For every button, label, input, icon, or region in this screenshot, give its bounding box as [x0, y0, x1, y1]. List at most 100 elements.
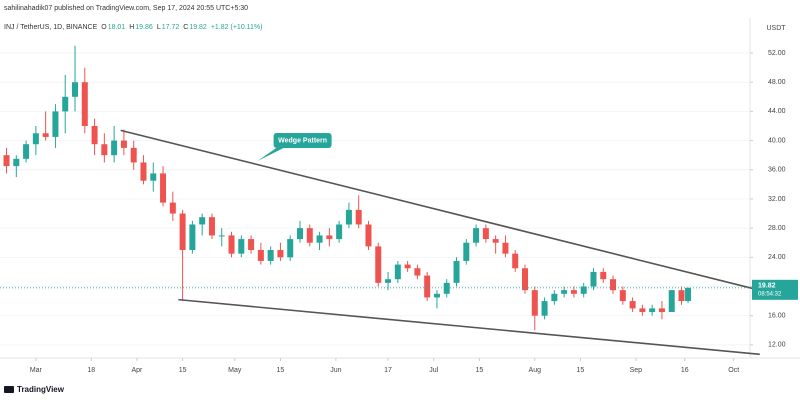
candle-body: [62, 96, 69, 112]
candle-body: [580, 286, 587, 294]
trendline: [178, 298, 760, 356]
candle-body: [443, 282, 450, 294]
y-tick-label: 12.00: [768, 342, 786, 349]
candle-body: [385, 279, 392, 283]
x-tick-label: Aug: [529, 367, 542, 374]
candle-body: [257, 250, 264, 261]
candle-body: [522, 268, 528, 291]
x-tick-label: Mar: [30, 367, 43, 374]
callout-text: Wedge Pattern: [278, 137, 327, 144]
candle-body: [140, 162, 147, 181]
candle-body: [463, 242, 470, 261]
candle-body: [649, 308, 656, 313]
y-tick-label: 24.00: [768, 254, 786, 261]
x-tick-label: 17: [384, 367, 392, 374]
ohlc-letter: H: [129, 24, 134, 31]
logo-icon: [4, 386, 14, 393]
candle-body: [179, 213, 186, 251]
candle-body: [228, 235, 235, 254]
candle-body: [238, 239, 245, 254]
candle-body: [502, 242, 509, 254]
x-tick-label: May: [228, 367, 242, 374]
candle-body: [512, 253, 519, 269]
candle-body: [130, 147, 137, 163]
candle-body: [453, 260, 460, 283]
x-tick-label: 15: [577, 367, 585, 374]
candle-body: [345, 209, 352, 225]
candle-body: [72, 82, 78, 97]
x-tick-label: 15: [179, 367, 187, 374]
x-tick-label: Sep: [630, 367, 643, 374]
candle-body: [541, 301, 548, 316]
candle-body: [32, 133, 39, 145]
candle-body: [424, 275, 431, 298]
candle-body: [81, 82, 88, 126]
y-tick-label: 48.00: [768, 79, 786, 86]
candle-body: [668, 290, 675, 313]
symbol-info: INJ / TetherUS, 1D, BINANCE O18.01 H19.86 L…: [4, 24, 262, 31]
candle-body: [160, 173, 167, 203]
candle-body: [277, 250, 284, 258]
candle-body: [685, 287, 692, 302]
candle-body: [199, 217, 206, 225]
candle-body: [619, 290, 626, 302]
x-tick-label: Oct: [728, 367, 739, 374]
candle-body: [111, 140, 118, 156]
candle-body: [561, 290, 568, 294]
ohlc-value: 19.82: [189, 24, 207, 31]
candle-body: [678, 290, 685, 302]
x-tick-label: 16: [681, 367, 689, 374]
trendline: [120, 129, 757, 291]
candle-body: [355, 209, 362, 225]
candle-body: [639, 308, 646, 313]
y-tick-label: 32.00: [768, 196, 786, 203]
symbol-header: INJ / TetherUS, 1D, BINANCE O18.01 H19.86 L…: [4, 24, 262, 31]
ohlc-letter: L: [157, 24, 161, 31]
last-price-label: 19.82: [758, 283, 776, 290]
candle-body: [482, 228, 489, 240]
candle-body: [365, 224, 372, 247]
candle-body: [287, 239, 294, 258]
candle-body: [404, 264, 411, 269]
ohlc-value: 19.86: [135, 24, 153, 31]
x-tick-label: 15: [475, 367, 483, 374]
x-tick-label: Jun: [330, 367, 341, 374]
candle-body: [610, 279, 617, 291]
candle-body: [306, 228, 313, 243]
y-tick-label: 16.00: [768, 313, 786, 320]
candle-body: [531, 290, 538, 316]
candle-body: [326, 235, 333, 240]
candle-body: [169, 202, 176, 214]
currency: USDT: [766, 25, 786, 32]
y-tick-label: 28.00: [768, 225, 786, 232]
logo: TradingView: [4, 385, 65, 394]
x-tick-label: 15: [277, 367, 285, 374]
candle-body: [267, 250, 274, 261]
candle-body: [52, 111, 59, 137]
candle-body: [658, 308, 665, 313]
candle-body: [150, 173, 157, 181]
candle-body: [570, 290, 577, 294]
candle-body: [248, 239, 255, 251]
x-tick-label: Jul: [429, 367, 438, 374]
publisher: sahilinahadik07 published on TradingView…: [4, 5, 248, 12]
candle-body: [433, 293, 440, 298]
ohlc-value: 17.72: [162, 24, 180, 31]
callout-pointer: [257, 147, 286, 162]
x-tick-label: Apr: [132, 367, 144, 374]
candle-body: [13, 158, 20, 167]
candle-body: [23, 144, 30, 159]
candle-body: [336, 224, 343, 240]
candle-body: [101, 144, 108, 156]
y-tick-label: 40.00: [768, 137, 786, 144]
y-tick-label: 44.00: [768, 108, 786, 115]
candle-body: [120, 140, 127, 148]
y-tick-label: 52.00: [768, 50, 786, 57]
countdown: 08:54:32: [758, 291, 782, 297]
ohlc-letter: O: [101, 24, 107, 31]
plot: Wedge Pattern: [0, 45, 760, 356]
candle-body: [590, 271, 597, 287]
candle-body: [208, 217, 215, 236]
candle-body: [473, 228, 480, 243]
